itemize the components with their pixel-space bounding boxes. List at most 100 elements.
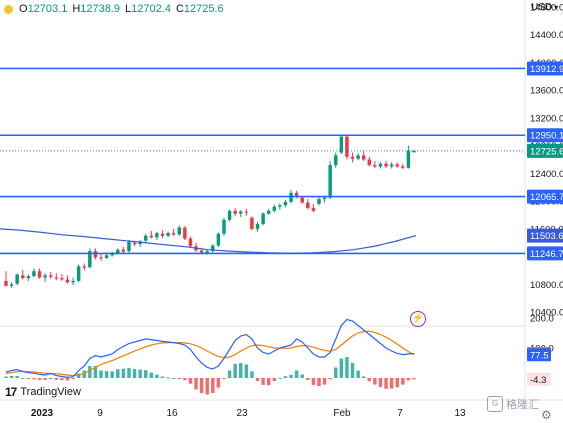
histogram-bar (412, 378, 416, 380)
histogram-bar (99, 370, 103, 378)
histogram-bar (4, 376, 8, 378)
candle (311, 203, 316, 213)
signal-value-label-bg (527, 348, 551, 362)
candle-body (93, 251, 98, 258)
histogram-bar (15, 375, 19, 378)
candle-body (339, 136, 344, 153)
candle (65, 275, 70, 284)
histogram-bar (21, 378, 25, 379)
candle (138, 239, 142, 247)
histogram-bar (48, 378, 53, 379)
candle-body (149, 235, 154, 238)
gear-icon[interactable]: ⚙ (541, 408, 552, 422)
time-tick-label: 7 (397, 408, 403, 419)
candle-body (278, 205, 282, 207)
high-value: 12738.9 (80, 3, 121, 15)
histogram-bar (88, 366, 92, 378)
candle (378, 162, 383, 169)
lightning-icon[interactable]: ⚡ (410, 311, 426, 327)
candle-body (127, 242, 131, 252)
candle (367, 156, 372, 167)
candle (233, 208, 237, 217)
histogram-bar (227, 370, 232, 378)
histogram-bar (384, 378, 388, 389)
tradingview-logo[interactable]: 17 TradingView (5, 385, 81, 399)
candle (278, 203, 282, 210)
histogram-bar (266, 378, 271, 386)
time-tick-label: 9 (97, 408, 103, 419)
histogram-value-label: -4.3 (530, 375, 546, 386)
candle (406, 145, 411, 169)
candle-body (283, 201, 288, 206)
histogram-bar (71, 378, 75, 380)
candle-body (306, 202, 310, 209)
candle-body (4, 280, 8, 286)
candle-body (76, 266, 81, 281)
candle (384, 160, 388, 168)
histogram-bar (361, 376, 366, 378)
candle-body (389, 164, 394, 167)
level-label: 12950.1 (530, 131, 563, 142)
candle-body (143, 235, 148, 241)
histogram-bar (116, 369, 120, 378)
candle-body (121, 249, 126, 252)
histogram-bar (37, 378, 42, 380)
candle (339, 134, 344, 154)
time-tick-label: 16 (166, 408, 178, 419)
histogram-bar (261, 378, 265, 385)
histogram-bar (26, 378, 31, 379)
histogram-bar (104, 371, 109, 378)
histogram-bar (160, 376, 165, 378)
candle (99, 253, 103, 261)
candle-body (71, 280, 75, 283)
candle-body (261, 213, 265, 225)
candle (244, 208, 249, 216)
candle (306, 199, 310, 210)
candle-body (155, 233, 159, 238)
candle (4, 271, 8, 287)
candle-body (272, 206, 277, 211)
histogram-bar (211, 378, 215, 393)
histogram-bar (356, 370, 360, 378)
candle-body (88, 251, 92, 268)
histogram-bar (255, 378, 260, 381)
candle (9, 282, 14, 288)
candle-body (294, 192, 299, 197)
histogram-bar (222, 378, 226, 379)
histogram-bar (138, 369, 142, 378)
candle-body (183, 227, 187, 239)
histogram-bar (406, 378, 411, 381)
candle (356, 153, 360, 161)
time-tick-label: 2023 (31, 408, 54, 419)
candle (54, 273, 59, 281)
candle-body (311, 208, 316, 211)
candle (60, 273, 64, 281)
level-label-bg (527, 61, 563, 76)
candle (250, 216, 254, 231)
candle-body (378, 163, 383, 167)
price-tick-label: 12400.0 (530, 169, 563, 180)
candle (373, 160, 377, 168)
candle (166, 231, 170, 238)
candle-body (222, 219, 226, 234)
histogram-bar (93, 366, 98, 378)
candle (171, 228, 176, 236)
candle (71, 277, 75, 286)
watermark-text: 格隆汇 (506, 399, 539, 411)
histogram-bar (278, 377, 282, 379)
candle-body (177, 227, 181, 235)
low-key: L (125, 3, 132, 15)
candle (227, 209, 232, 222)
histogram-bar (250, 371, 254, 378)
candle-body (82, 266, 86, 268)
histogram-bar (322, 378, 327, 385)
candle (183, 226, 187, 240)
histogram-bar (373, 378, 377, 385)
candle (395, 162, 399, 168)
histogram-bar (132, 369, 137, 378)
candle-body (300, 197, 304, 203)
histogram-bar (82, 370, 86, 378)
currency-selector[interactable]: USD ▾ (531, 2, 558, 13)
